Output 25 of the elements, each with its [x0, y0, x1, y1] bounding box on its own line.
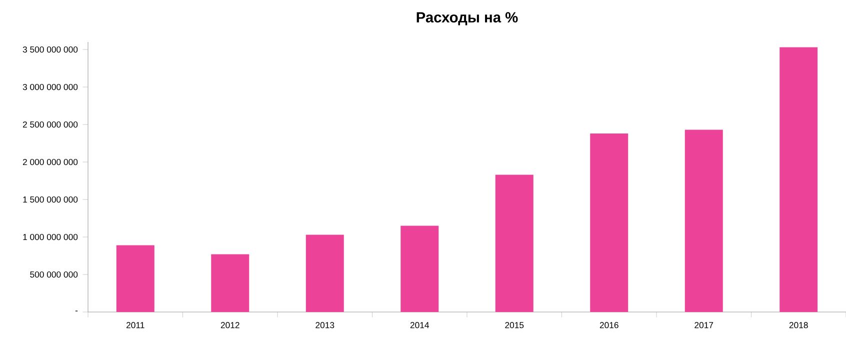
y-tick-label: 1 000 000 000 — [23, 234, 78, 240]
bar — [211, 254, 250, 312]
bar — [400, 226, 439, 312]
x-tick-label: 2018 — [789, 322, 808, 328]
x-tick-label: 2016 — [600, 322, 618, 328]
x-tick-label: 2017 — [694, 322, 714, 328]
y-tick-label: 500 000 000 — [30, 271, 78, 278]
y-tick-label: 3 500 000 000 — [22, 46, 78, 53]
bar — [306, 234, 344, 312]
y-tick-label: 3 000 000 000 — [22, 84, 78, 90]
bar — [116, 245, 154, 312]
x-tick-label: 2013 — [316, 322, 334, 328]
bar — [780, 47, 818, 312]
chart-title: Расходы на % — [416, 12, 518, 26]
x-tick-label: 2014 — [410, 322, 429, 328]
bar — [495, 174, 534, 312]
bar — [684, 130, 723, 312]
x-tick-label: 2011 — [126, 322, 144, 328]
y-tick-label: - — [75, 310, 78, 312]
x-tick-label: 2015 — [505, 322, 524, 328]
y-tick-label: 2 000 000 000 — [22, 158, 78, 166]
y-tick-label: 2 500 000 000 — [22, 121, 78, 128]
x-tick-label: 2012 — [220, 322, 240, 328]
bar — [590, 134, 628, 312]
y-tick-label: 1 500 000 000 — [23, 196, 78, 203]
